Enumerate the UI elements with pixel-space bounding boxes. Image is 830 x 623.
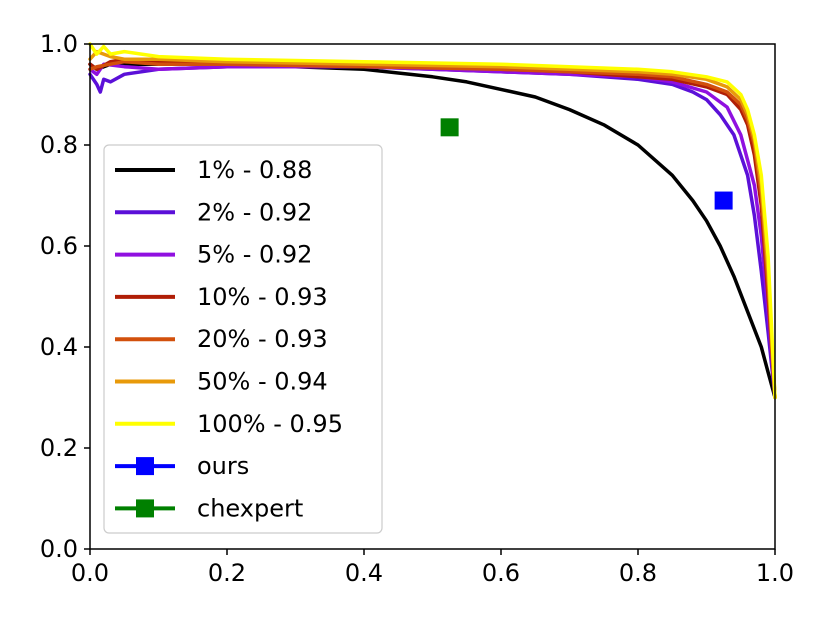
axes-frame bbox=[89, 43, 776, 550]
legend-label-10: 10% - 0.93 bbox=[197, 283, 328, 311]
legend-label-50: 50% - 0.94 bbox=[197, 368, 328, 396]
x-tick-label: 0.4 bbox=[345, 559, 383, 587]
legend-label-1: 1% - 0.88 bbox=[197, 156, 312, 184]
y-axis: 0.0 0.2 0.4 0.6 0.8 1.0 bbox=[40, 30, 90, 563]
legend-label-2: 2% - 0.92 bbox=[197, 198, 312, 226]
legend-box bbox=[103, 144, 383, 534]
plot-points-group bbox=[440, 118, 733, 210]
x-tick-label: 0.0 bbox=[71, 559, 109, 587]
y-tick-label: 0.0 bbox=[40, 535, 78, 563]
y-tick-label: 0.8 bbox=[40, 131, 78, 159]
y-tick-label: 0.6 bbox=[40, 232, 78, 260]
point-ours bbox=[714, 191, 733, 210]
x-tick-label: 0.2 bbox=[208, 559, 246, 587]
x-tick-label: 1.0 bbox=[756, 559, 794, 587]
legend-label-chexpert: chexpert bbox=[197, 494, 303, 522]
x-tick-label: 0.8 bbox=[619, 559, 657, 587]
point-chexpert bbox=[440, 118, 459, 137]
legend-label-20: 20% - 0.93 bbox=[197, 325, 328, 353]
legend-marker-ours bbox=[136, 457, 154, 476]
x-tick-label: 0.6 bbox=[482, 559, 520, 587]
y-tick-label: 0.2 bbox=[40, 434, 78, 462]
x-axis: 0.0 0.2 0.4 0.6 0.8 1.0 bbox=[71, 549, 794, 587]
y-tick-label: 0.4 bbox=[40, 333, 78, 361]
y-tick-label: 1.0 bbox=[40, 30, 78, 58]
legend: 1% - 0.88 2% - 0.92 5% - 0.92 10% - 0.93 20%… bbox=[103, 144, 383, 534]
legend-label-5: 5% - 0.92 bbox=[197, 241, 312, 269]
legend-label-100: 100% - 0.95 bbox=[197, 410, 343, 438]
plot-series-group bbox=[88, 42, 777, 400]
legend-label-ours: ours bbox=[197, 452, 249, 480]
series-line-100 bbox=[88, 42, 777, 400]
legend-marker-chexpert bbox=[136, 499, 154, 518]
